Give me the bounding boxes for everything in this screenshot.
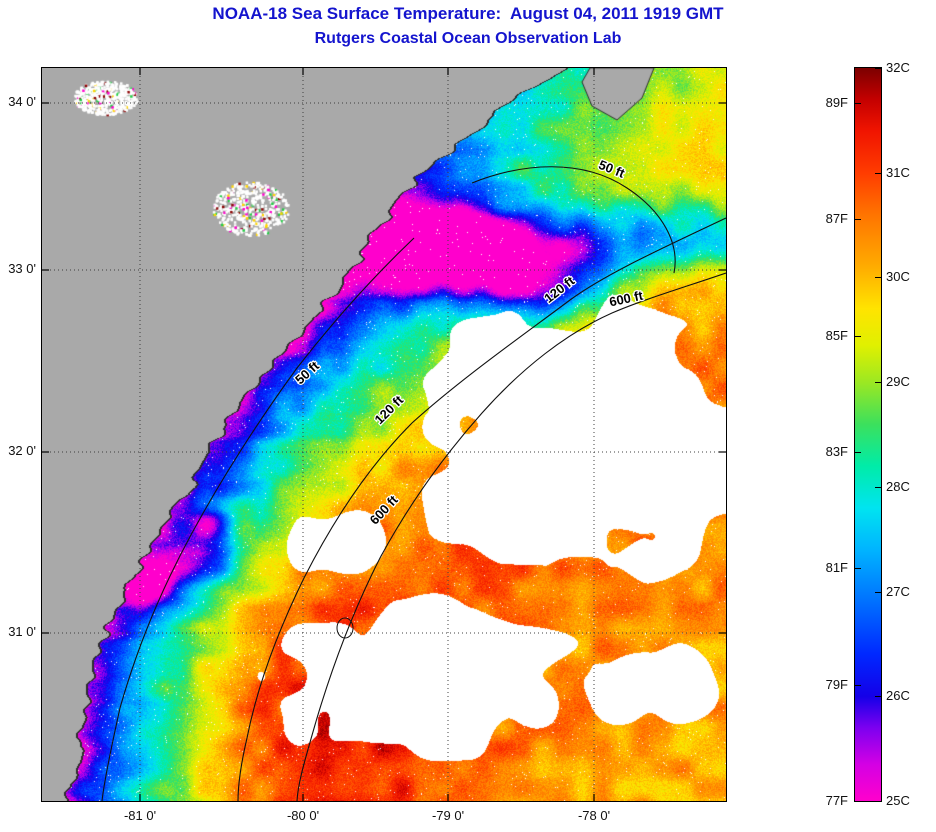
colorbar-tick [875,487,881,488]
colorbar-tick [855,568,861,569]
colorbar-celsius-label: 31C [886,165,926,180]
depth-contour-label: 120 ft [541,273,578,306]
colorbar-tick [855,801,861,802]
lon-tick-label: -78 0' [559,808,629,823]
depth-contour-label: 600 ft [608,288,645,310]
sst-map-plot: 50 ft 120 ft 600 ft 50 ft 120 ft 600 ft [41,67,727,802]
colorbar-fahrenheit-label: 87F [810,211,848,226]
depth-contour [102,238,414,801]
depth-contour [238,218,726,801]
depth-contour-label: 120 ft [372,392,407,427]
colorbar-celsius-label: 29C [886,374,926,389]
lon-tick-label: -81 0' [105,808,175,823]
colorbar-fahrenheit-label: 77F [810,793,848,808]
colorbar-celsius-label: 28C [886,479,926,494]
lat-tick-label: 32 0' [0,443,36,458]
colorbar-tick [875,173,881,174]
colorbar-celsius-label: 26C [886,688,926,703]
colorbar-tick [875,696,881,697]
depth-contour-label: 600 ft [367,492,402,528]
colorbar-celsius-label: 25C [886,793,926,808]
colorbar-fahrenheit-label: 85F [810,328,848,343]
colorbar-tick [875,68,881,69]
colorbar-tick [855,103,861,104]
colorbar-tick [855,336,861,337]
colorbar-fahrenheit-label: 89F [810,95,848,110]
depth-contour-label: 50 ft [292,358,322,387]
colorbar-celsius-label: 27C [886,584,926,599]
depth-contour [297,273,726,801]
colorbar-celsius-label: 32C [886,60,926,75]
lat-tick-label: 33 0' [0,261,36,276]
colorbar-tick [855,452,861,453]
lat-tick-label: 34 0' [0,94,36,109]
map-subtitle: Rutgers Coastal Ocean Observation Lab [0,30,936,48]
colorbar-tick [875,382,881,383]
colorbar-fahrenheit-label: 81F [810,560,848,575]
depth-contour-label: 50 ft [596,157,627,181]
lat-tick-label: 31 0' [0,624,36,639]
colorbar-gradient [854,67,882,802]
colorbar-fahrenheit-label: 83F [810,444,848,459]
colorbar-tick [855,219,861,220]
map-overlay: 50 ft 120 ft 600 ft 50 ft 120 ft 600 ft [42,68,726,801]
colorbar-tick [875,592,881,593]
colorbar-tick [875,801,881,802]
colorbar-celsius-label: 30C [886,269,926,284]
colorbar-tick [855,685,861,686]
lon-tick-label: -79 0' [413,808,483,823]
map-title: NOAA-18 Sea Surface Temperature: August … [0,4,936,24]
colorbar-tick [875,277,881,278]
colorbar-fahrenheit-label: 79F [810,677,848,692]
lon-tick-label: -80 0' [268,808,338,823]
sst-figure: NOAA-18 Sea Surface Temperature: August … [0,0,936,832]
